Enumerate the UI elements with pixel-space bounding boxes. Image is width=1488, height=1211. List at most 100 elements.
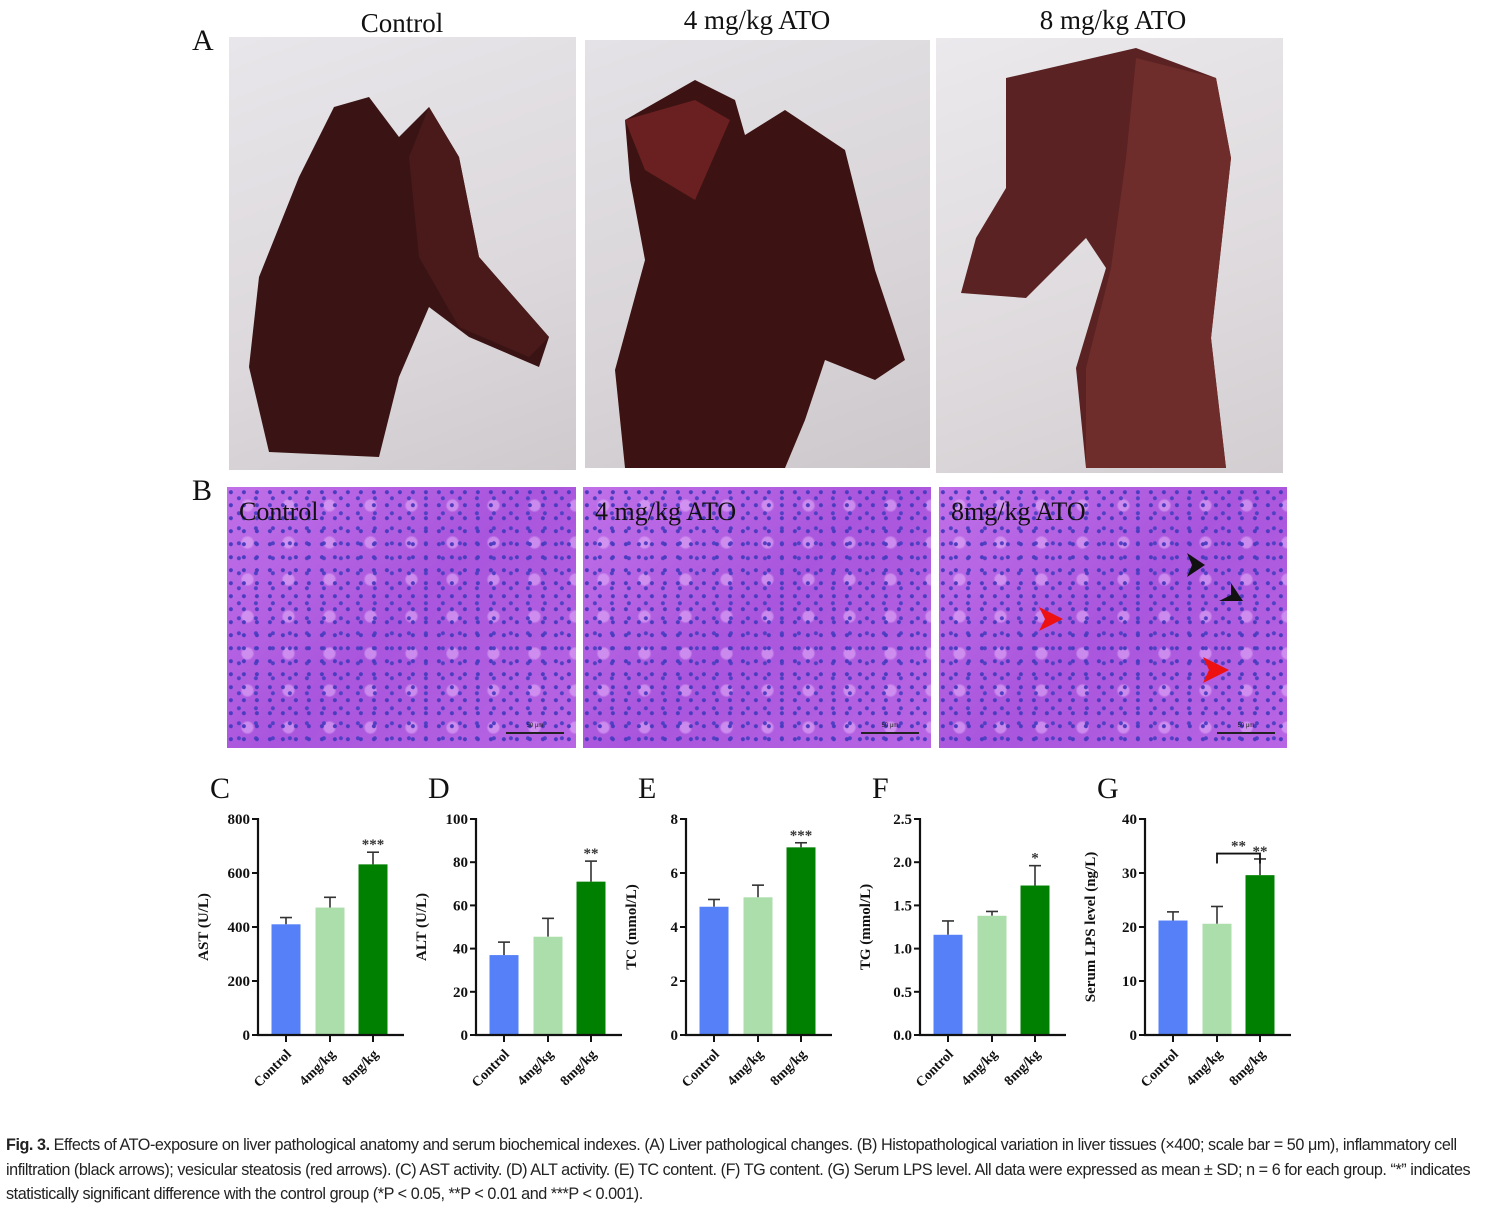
y-tick-label: 10 — [1122, 974, 1137, 990]
bar-8mg-kg — [1245, 875, 1275, 1035]
bar-4mg-kg — [533, 936, 563, 1035]
y-axis-label: TC (mmol/L) — [624, 884, 640, 969]
bracket-label: ** — [1231, 839, 1246, 855]
chart-g: G Serum LPS level (ng/L) 0 10 20 30 40 Control 4… — [1083, 772, 1291, 1091]
x-tick-label: 4mg/kg — [959, 1047, 1001, 1089]
panel-letter-f: F — [872, 772, 889, 805]
x-tick-label: 8mg/kg — [1227, 1047, 1269, 1089]
y-tick-label: 2.5 — [893, 812, 912, 828]
significance-marker: *** — [790, 828, 813, 844]
y-tick-label: 400 — [228, 920, 251, 936]
panel-letter-d: D — [428, 772, 450, 805]
panel-letter-e: E — [638, 772, 656, 805]
y-tick-label: 40 — [453, 942, 468, 958]
bar-8mg-kg — [1020, 885, 1050, 1035]
y-tick-label: 80 — [453, 855, 468, 871]
x-tick-label: 8mg/kg — [768, 1047, 810, 1089]
significance-marker: ** — [584, 846, 599, 862]
bar-control — [699, 906, 729, 1035]
chart-c: C AST (U/L) 0 200 400 600 800 Control 4mg/kg 8mg/… — [196, 772, 404, 1091]
black-arrow-icon — [1187, 553, 1205, 577]
figure-number: Fig. 3. — [6, 1136, 50, 1154]
y-axis-label: AST (U/L) — [196, 893, 212, 961]
histology-arrows — [1039, 553, 1243, 683]
photo-title-8mg: 8 mg/kg ATO — [1039, 5, 1187, 35]
y-tick-label: 1.0 — [893, 942, 912, 958]
bar-4mg-kg — [743, 897, 773, 1035]
bar-control — [933, 934, 963, 1035]
y-tick-label: 600 — [228, 866, 251, 882]
liver-photo-control — [229, 37, 576, 470]
photo-title-4mg: 4 mg/kg ATO — [683, 5, 831, 35]
y-tick-label: 20 — [1122, 920, 1137, 936]
y-tick-label: 30 — [1122, 866, 1137, 882]
x-tick-label: 4mg/kg — [515, 1047, 557, 1089]
x-tick-label: 8mg/kg — [340, 1047, 382, 1089]
bar-control — [271, 924, 301, 1035]
x-tick-label: 8mg/kg — [558, 1047, 600, 1089]
bar-8mg-kg — [786, 847, 816, 1035]
y-axis-label: ALT (U/L) — [414, 893, 430, 961]
y-tick-label: 100 — [446, 812, 469, 828]
chart-d: D ALT (U/L) 0 20 40 60 80 100 Control 4mg/kg 8mg/k… — [414, 772, 622, 1091]
x-tick-label: 4mg/kg — [1184, 1047, 1226, 1089]
bar-control — [489, 955, 519, 1035]
y-tick-label: 2 — [671, 974, 679, 990]
histology-label-control: Control — [239, 497, 319, 526]
photo-title-control: Control — [360, 8, 444, 38]
y-tick-label: 0.0 — [893, 1028, 912, 1044]
y-tick-label: 800 — [228, 812, 251, 828]
scale-bar: 50 μm — [1217, 723, 1275, 740]
bar-4mg-kg — [977, 915, 1007, 1035]
y-tick-label: 200 — [228, 974, 251, 990]
caption-text: Effects of ATO-exposure on liver patholo… — [6, 1136, 1471, 1203]
liver-photo-4mg — [585, 40, 930, 468]
x-tick-label: Control — [251, 1047, 295, 1091]
y-axis-label: Serum LPS level (ng/L) — [1083, 852, 1099, 1002]
histology-label-8mg: 8mg/kg ATO — [951, 497, 1086, 526]
histology-8mg: 8mg/kg ATO 50 μm — [939, 487, 1287, 748]
bar-8mg-kg — [576, 881, 606, 1035]
y-tick-label: 4 — [671, 920, 679, 936]
bar-4mg-kg — [1202, 923, 1232, 1035]
y-tick-label: 0 — [671, 1028, 679, 1044]
x-tick-label: Control — [469, 1047, 513, 1091]
significance-marker: ** — [1253, 844, 1268, 860]
x-tick-label: Control — [679, 1047, 723, 1091]
red-arrow-icon — [1039, 607, 1063, 631]
figure-caption: Fig. 3. Effects of ATO-exposure on liver… — [6, 1133, 1484, 1207]
red-arrow-icon — [1203, 657, 1229, 683]
y-tick-label: 6 — [671, 866, 679, 882]
x-tick-label: 8mg/kg — [1002, 1047, 1044, 1089]
significance-marker: * — [1031, 851, 1039, 867]
bar-8mg-kg — [358, 864, 388, 1035]
liver-photo-8mg — [936, 38, 1283, 473]
chart-f: F TG (mmol/L) 0.0 0.5 1.0 1.5 2.0 2.5 Control 4mg… — [858, 772, 1066, 1091]
x-tick-label: Control — [913, 1047, 957, 1091]
x-tick-label: 4mg/kg — [725, 1047, 767, 1089]
y-tick-label: 0 — [1130, 1028, 1138, 1044]
black-arrow-icon — [1219, 583, 1243, 601]
panel-letter-b: B — [192, 474, 213, 507]
y-tick-label: 8 — [671, 812, 679, 828]
y-tick-label: 0 — [243, 1028, 251, 1044]
x-tick-label: 4mg/kg — [297, 1047, 339, 1089]
y-axis-label: TG (mmol/L) — [858, 884, 874, 970]
y-tick-label: 1.5 — [893, 898, 912, 914]
y-tick-label: 2.0 — [893, 855, 912, 871]
y-tick-label: 20 — [453, 985, 468, 1001]
panel-letter-a: A — [192, 24, 214, 57]
y-tick-label: 60 — [453, 898, 468, 914]
histology-control: Control 50 μm — [227, 487, 576, 748]
x-tick-label: Control — [1138, 1047, 1182, 1091]
y-tick-label: 0 — [461, 1028, 469, 1044]
y-tick-label: 0.5 — [893, 985, 912, 1001]
y-tick-label: 40 — [1122, 812, 1137, 828]
bar-4mg-kg — [315, 907, 345, 1035]
histology-label-4mg: 4 mg/kg ATO — [595, 497, 737, 526]
panel-letter-g: G — [1097, 772, 1119, 805]
significance-marker: *** — [362, 837, 385, 853]
scale-bar: 50 μm — [861, 723, 919, 740]
histology-4mg: 4 mg/kg ATO 50 μm — [583, 487, 931, 748]
chart-e: E TC (mmol/L) 0 2 4 6 8 Control 4mg/kg 8mg/kg *** — [624, 772, 832, 1091]
